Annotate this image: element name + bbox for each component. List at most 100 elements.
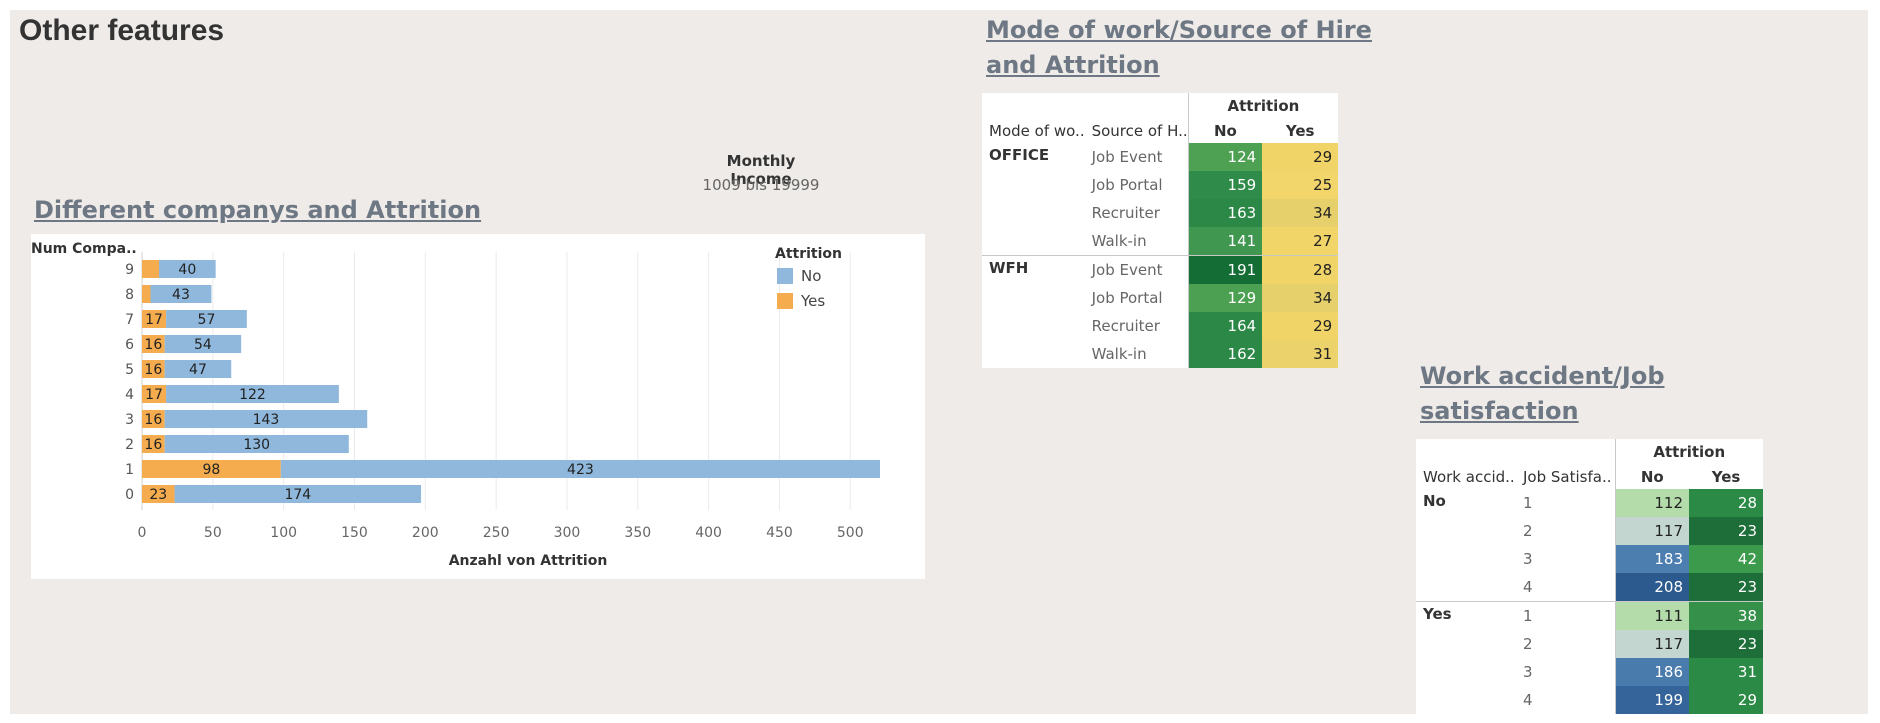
accident-cell-yes[interactable]: 23 [1689,517,1763,545]
bar-yes [142,435,165,453]
mode-cell-no[interactable]: 124 [1187,143,1263,171]
mode-cell-yes[interactable]: 29 [1262,312,1339,340]
accident-row-label: 2 [1523,522,1533,540]
accident-cell-no[interactable]: 183 [1614,545,1689,573]
mode-cell-yes[interactable]: 27 [1262,227,1339,256]
bar-yes [142,410,165,428]
mode-col-mode-header[interactable]: Mode of wo.. [989,121,1085,140]
mode-cell-no[interactable]: 164 [1187,312,1263,340]
x-axis-title: Anzahl von Attrition [449,553,608,569]
mode-col-source-header[interactable]: Source of H.. [1091,121,1188,140]
accident-row[interactable]: No 1 112 28 [1416,489,1763,517]
bar-yes-label: 98 [202,462,220,478]
accident-row[interactable]: 4 199 29 [1416,686,1763,714]
bar-no-label: 47 [189,362,207,378]
accident-row-label: 1 [1523,494,1533,512]
mode-row-label: Job Event [1084,255,1189,284]
accident-cell-no[interactable]: 111 [1614,601,1689,630]
mode-cell-no[interactable]: 163 [1187,199,1263,227]
page-title: Other features [19,14,225,47]
accident-cell-no[interactable]: 208 [1614,573,1689,602]
accident-row[interactable]: 3 186 31 [1416,658,1763,686]
mode-group-label [982,312,1085,340]
accident-cell-yes[interactable]: 23 [1689,630,1763,658]
mode-group-label [982,171,1085,199]
bar-no-label: 54 [194,337,212,353]
mode-cell-yes[interactable]: 25 [1262,171,1339,199]
mode-attrition-header: Attrition [1187,93,1339,118]
mode-row[interactable]: Recruiter 164 29 [982,312,1339,340]
accident-cell-no[interactable]: 112 [1614,489,1689,517]
mode-title-line2: and Attrition [986,51,1160,79]
accident-row[interactable]: 3 183 42 [1416,545,1763,573]
mode-group-label: OFFICE [989,146,1050,164]
y-category-label: 2 [125,437,134,453]
mode-cell-yes[interactable]: 34 [1262,199,1339,227]
bar-no [174,485,422,503]
mode-cell-yes[interactable]: 31 [1262,340,1339,368]
accident-cell-no[interactable]: 117 [1614,517,1689,545]
accident-cell-yes[interactable]: 38 [1689,601,1763,630]
mode-row-label: Walk-in [1091,345,1147,363]
bar-yes [142,285,151,303]
bar-yes-label: 17 [145,312,163,328]
mode-cell-no[interactable]: 129 [1187,284,1263,312]
mode-row[interactable]: Walk-in 162 31 [982,340,1339,368]
accident-cell-no[interactable]: 199 [1614,686,1689,714]
bar-yes [142,385,167,403]
accident-cell-yes[interactable]: 31 [1689,658,1763,686]
y-category-label: 8 [125,287,134,303]
accident-row[interactable]: 4 208 23 [1416,573,1763,602]
bar-no [158,260,216,278]
accident-col-no-header[interactable]: No [1614,464,1689,489]
mode-row[interactable]: WFH Job Event 191 28 [982,255,1339,284]
accident-cell-yes[interactable]: 28 [1689,489,1763,517]
mode-row[interactable]: Recruiter 163 34 [982,199,1339,227]
accident-group-label [1416,658,1516,686]
accident-row-label: 2 [1523,635,1533,653]
bar-no-label: 57 [198,312,216,328]
mode-col-no-header[interactable]: No [1187,118,1263,143]
accident-cell-no[interactable]: 117 [1614,630,1689,658]
accident-row[interactable]: 2 117 23 [1416,630,1763,658]
mode-cell-yes[interactable]: 28 [1262,255,1339,284]
accident-cell-no[interactable]: 186 [1614,658,1689,686]
accident-cell-yes[interactable]: 42 [1689,545,1763,573]
accident-cell-yes[interactable]: 29 [1689,686,1763,714]
accident-group-label: No [1423,492,1446,510]
mode-cell-no[interactable]: 191 [1187,255,1263,284]
mode-row[interactable]: Job Portal 159 25 [982,171,1339,199]
mode-cell-no[interactable]: 162 [1187,340,1263,368]
accident-col-accident-header[interactable]: Work accid.. [1423,467,1515,486]
bar-yes-label: 16 [144,437,162,453]
mode-title-line1: Mode of work/Source of Hire [986,16,1372,44]
income-filter-value[interactable]: 1009 bis 19999 [702,176,820,194]
mode-crosstab[interactable]: Attrition Mode of wo.. Source of H.. No … [982,93,1339,368]
mode-row[interactable]: OFFICE Job Event 124 29 [982,143,1339,171]
mode-row-label: Job Portal [1091,289,1163,307]
mode-cell-yes[interactable]: 34 [1262,284,1339,312]
mode-cell-no[interactable]: 141 [1187,227,1263,256]
bar-no-label: 423 [567,462,594,478]
x-tick-label: 300 [554,525,581,541]
accident-row[interactable]: Yes 1 111 38 [1416,601,1763,630]
mode-group-label [982,340,1085,368]
accident-cell-yes[interactable]: 23 [1689,573,1763,602]
x-tick-label: 250 [483,525,510,541]
mode-group-label: WFH [982,255,1085,284]
mode-row[interactable]: Job Portal 129 34 [982,284,1339,312]
mode-col-yes-header[interactable]: Yes [1285,121,1315,140]
y-category-label: 9 [125,262,134,278]
legend-swatch [777,268,793,284]
accident-col-yes-header[interactable]: Yes [1711,467,1741,486]
x-tick-label: 400 [695,525,722,541]
accident-crosstab[interactable]: Attrition Work accid.. Job Satisfa.. No … [1416,439,1763,714]
accident-row[interactable]: 2 117 23 [1416,517,1763,545]
companies-chart[interactable]: 0 50 100 150 200 250 300 350 400 450 500 9 40 8 43 7 17 5… [31,234,925,579]
accident-group-label [1416,686,1516,714]
mode-cell-no[interactable]: 159 [1187,171,1263,199]
accident-col-satisfaction-header[interactable]: Job Satisfa.. [1523,467,1612,486]
mode-cell-yes[interactable]: 29 [1262,143,1339,171]
mode-row[interactable]: Walk-in 141 27 [982,227,1339,256]
